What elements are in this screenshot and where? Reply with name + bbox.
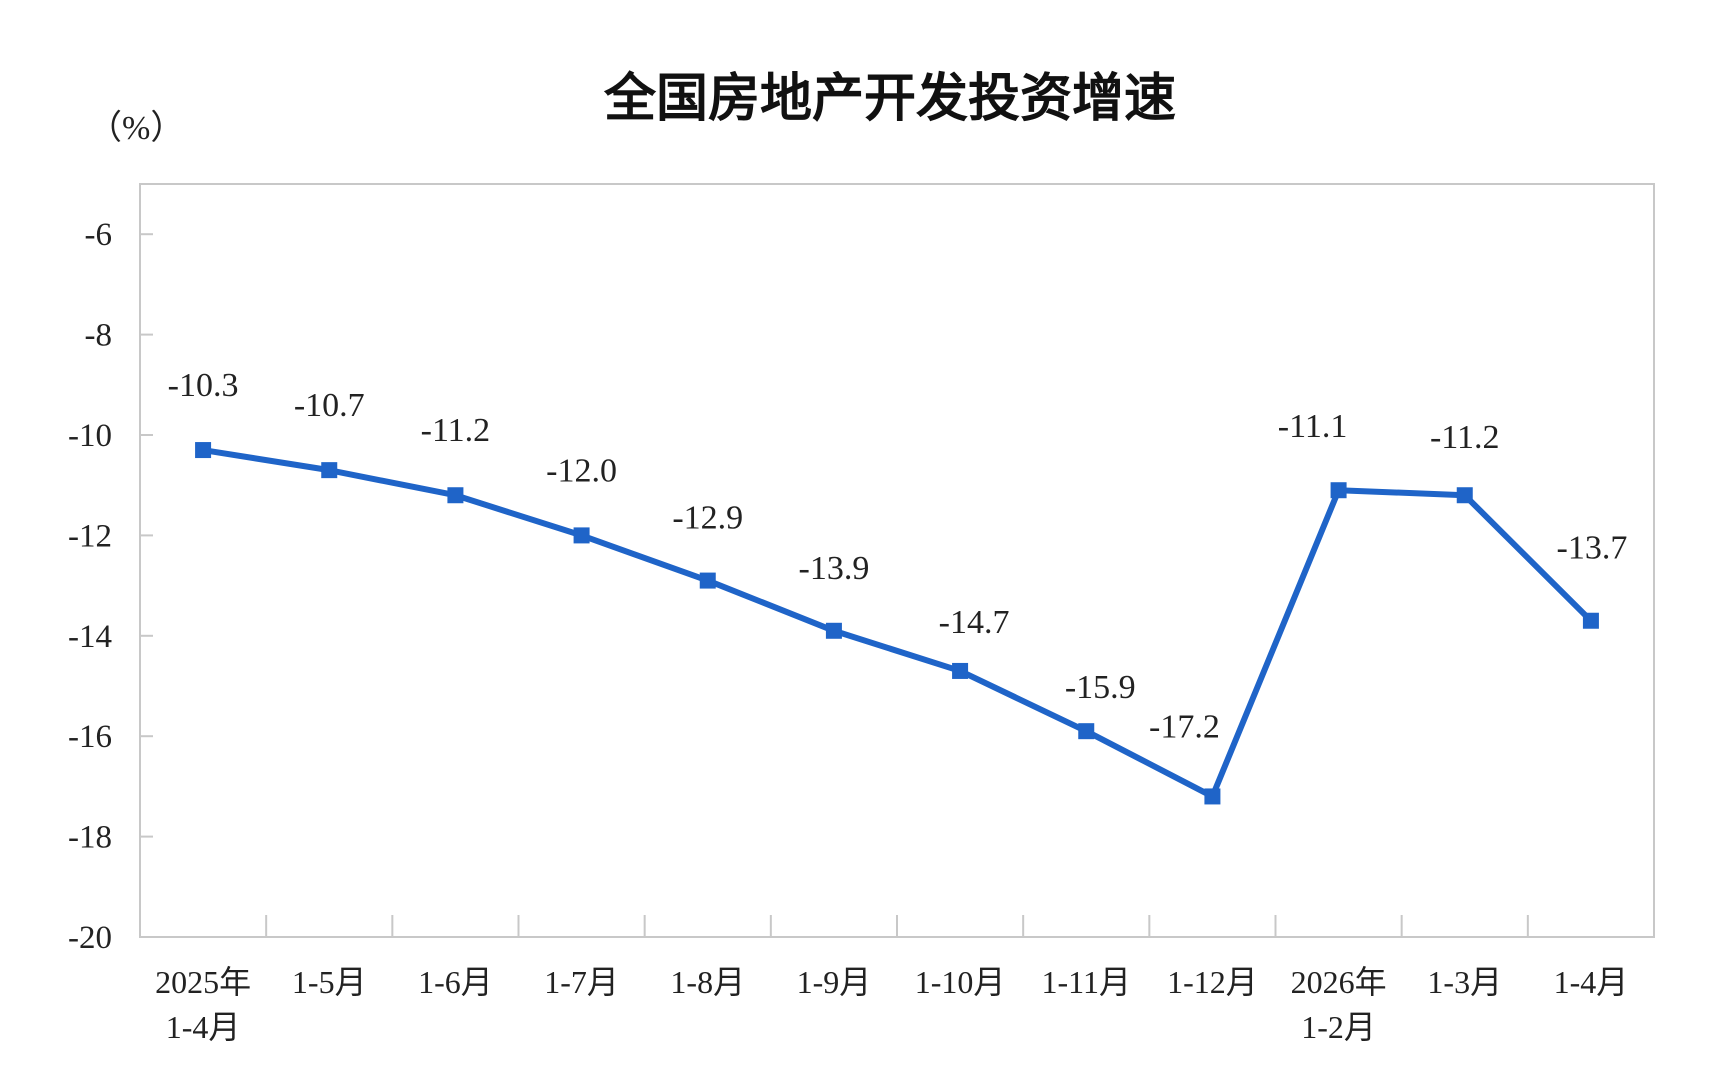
y-tick-label: -8	[85, 318, 113, 354]
x-tick-label: 2025年 1-4月	[155, 964, 251, 1045]
data-label: -11.2	[1430, 419, 1500, 456]
data-label: -12.9	[672, 500, 743, 537]
x-tick-label-line: 1-8月	[670, 964, 745, 1000]
data-label: -13.7	[1557, 530, 1628, 567]
y-unit-label: （%）	[88, 109, 184, 147]
data-label: -11.1	[1278, 408, 1348, 445]
data-point-marker	[1330, 482, 1347, 499]
y-tick-label: -10	[68, 418, 112, 454]
series-line	[200, 447, 1594, 800]
data-point-marker	[195, 442, 212, 459]
data-point-marker	[321, 462, 338, 479]
data-label: -10.7	[294, 387, 365, 424]
x-tick-label-line: 1-11月	[1042, 964, 1131, 1000]
data-label: -15.9	[1065, 669, 1136, 706]
data-point-marker	[1582, 612, 1599, 629]
x-tick-label: 1-8月	[670, 964, 745, 1000]
y-tick-label: -16	[68, 719, 112, 755]
y-tick-label: -18	[68, 820, 112, 856]
y-tick-label: -6	[85, 217, 113, 253]
x-tick-label-line: 2026年	[1291, 964, 1387, 1000]
y-tick-label: -14	[68, 619, 112, 655]
x-tick-label: 1-11月	[1042, 964, 1131, 1000]
x-tick-label-line: 1-4月	[1554, 964, 1629, 1000]
x-tick-label-line: 1-3月	[1427, 964, 1502, 1000]
data-label: -17.2	[1149, 708, 1220, 745]
y-tick-label: -20	[68, 920, 112, 956]
x-tick-label: 1-10月	[915, 964, 1006, 1000]
x-tick-label: 1-3月	[1427, 964, 1502, 1000]
x-tick-label-line: 1-9月	[797, 964, 872, 1000]
x-tick-label-line: 1-5月	[292, 964, 367, 1000]
x-tick-label: 1-7月	[544, 964, 619, 1000]
data-label: -10.3	[168, 367, 239, 404]
chart-title: 全国房地产开发投资增速	[603, 69, 1176, 129]
x-tick-label-line: 1-10月	[915, 964, 1006, 1000]
data-point-marker	[1204, 788, 1221, 805]
x-tick-label: 1-9月	[797, 964, 872, 1000]
x-tick-label-line: 1-2月	[1301, 1009, 1376, 1045]
data-point-marker	[699, 572, 716, 589]
x-tick-label: 1-12月	[1167, 964, 1258, 1000]
x-tick-label: 2026年 1-2月	[1291, 964, 1387, 1045]
data-label: -11.2	[421, 412, 491, 449]
x-tick-label-line: 1-4月	[166, 1009, 241, 1045]
plot-area-frame	[139, 183, 1655, 938]
data-point-marker	[1078, 723, 1095, 740]
data-point-marker	[447, 487, 464, 504]
data-point-marker	[825, 622, 842, 639]
x-tick-label-line: 2025年	[155, 964, 251, 1000]
data-point-marker	[1456, 487, 1473, 504]
x-tick-label: 1-6月	[418, 964, 493, 1000]
data-label: -12.0	[546, 452, 617, 489]
data-point-marker	[573, 527, 590, 544]
x-tick-label-line: 1-6月	[418, 964, 493, 1000]
x-tick-label-line: 1-12月	[1167, 964, 1258, 1000]
x-tick-label: 1-5月	[292, 964, 367, 1000]
x-tick-label: 1-4月	[1554, 964, 1629, 1000]
data-point-marker	[952, 662, 969, 679]
data-label: -13.9	[799, 550, 870, 587]
x-tick-label-line: 1-7月	[544, 964, 619, 1000]
y-tick-label: -12	[68, 518, 112, 554]
data-label: -14.7	[939, 604, 1010, 641]
